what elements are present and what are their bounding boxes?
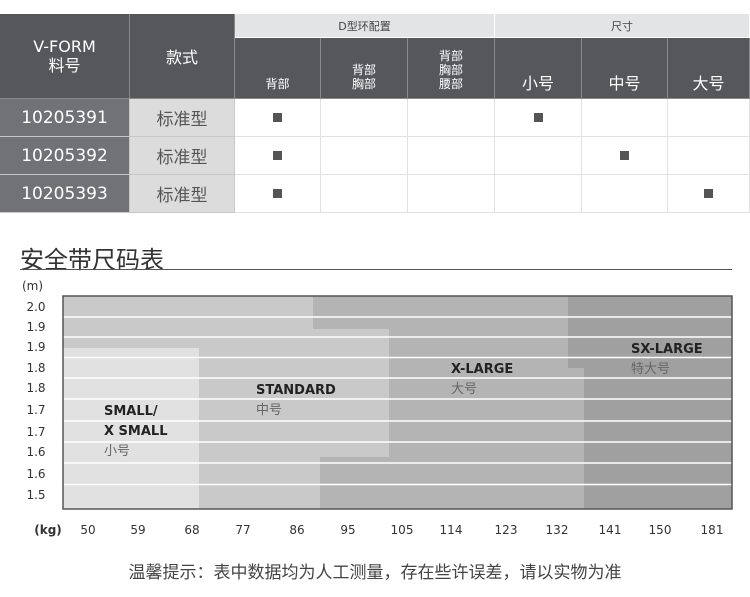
table-cell (668, 99, 750, 137)
x-tick-label: 50 (80, 523, 96, 537)
part-number: 10205391 (0, 99, 130, 137)
table-cell (408, 99, 495, 137)
header-size-1: 中号 (582, 38, 668, 99)
table-cell (668, 137, 750, 175)
header-d-ring-2: 背部 胸部 腰部 (408, 38, 495, 99)
y-tick-label: 1.9 (26, 320, 46, 334)
chart-frame (62, 295, 733, 510)
title-divider (20, 269, 732, 270)
y-tick-label: 1.7 (26, 403, 46, 417)
x-tick-label: 181 (700, 523, 724, 537)
label-small: SMALL/ X SMALL (104, 404, 168, 439)
header-d-ring-group: D型环配置 (235, 14, 495, 38)
y-tick-label: 1.8 (26, 381, 46, 395)
header-size-group: 尺寸 (495, 14, 750, 38)
check-square-icon (620, 151, 629, 160)
x-tick-label: 95 (340, 523, 356, 537)
check-square-icon (273, 113, 282, 122)
label-small-cn: 小号 (104, 444, 131, 459)
x-tick-label: 77 (235, 523, 251, 537)
table-cell (321, 175, 408, 213)
region-sx-large (568, 296, 732, 509)
label-x-large: X-LARGE (451, 362, 514, 377)
x-tick-label: 123 (494, 523, 518, 537)
table-cell (582, 175, 668, 213)
y-tick-label: 1.5 (26, 488, 46, 502)
x-tick-label: 68 (184, 523, 200, 537)
x-tick-label: 86 (289, 523, 305, 537)
check-square-icon (273, 151, 282, 160)
check-square-icon (704, 189, 713, 198)
style: 标准型 (130, 137, 235, 175)
x-tick-label: 59 (130, 523, 146, 537)
header-d-ring-0: 背部 (235, 38, 321, 99)
footer-note: 温馨提示：表中数据均为人工测量，存在些许误差，请以实物为准 (128, 563, 622, 583)
table-cell (408, 175, 495, 213)
table-cell (495, 175, 582, 213)
table-cell (235, 137, 321, 175)
region-small (63, 348, 199, 509)
x-tick-label: 105 (390, 523, 414, 537)
label-standard: STANDARD (256, 383, 336, 398)
y-tick-label: 1.6 (26, 467, 46, 481)
table-cell (495, 137, 582, 175)
y-tick-label: 1.9 (26, 340, 46, 354)
region-x-large (313, 296, 584, 509)
table-cell (235, 175, 321, 213)
x-tick-label: 141 (598, 523, 622, 537)
label-standard-cn: 中号 (256, 403, 283, 418)
table-cell (408, 137, 495, 175)
style: 标准型 (130, 99, 235, 137)
table-cell (321, 99, 408, 137)
y-axis-label: (m) (22, 279, 44, 293)
x-axis-label: (kg) (34, 523, 62, 537)
table-cell (235, 99, 321, 137)
table-cell (321, 137, 408, 175)
style: 标准型 (130, 175, 235, 213)
x-tick-label: 132 (545, 523, 569, 537)
header-style: 款式 (130, 14, 235, 99)
x-tick-label: 150 (648, 523, 672, 537)
part-number: 10205392 (0, 137, 130, 175)
part-number: 10205393 (0, 175, 130, 213)
header-part-no: V-FORM 料号 (0, 14, 130, 99)
region-standard (63, 296, 389, 509)
table-cell (582, 99, 668, 137)
table-cell (582, 137, 668, 175)
check-square-icon (273, 189, 282, 198)
y-tick-label: 1.6 (26, 445, 46, 459)
header-size-0: 小号 (495, 38, 582, 99)
check-square-icon (533, 113, 543, 122)
y-tick-label: 2.0 (26, 300, 46, 314)
y-tick-label: 1.8 (26, 361, 46, 375)
y-tick-label: 1.7 (26, 425, 46, 439)
label-x-large-cn: 大号 (451, 382, 478, 397)
table-cell (668, 175, 750, 213)
label-sx-large: SX-LARGE (631, 342, 703, 357)
header-d-ring-1: 背部 胸部 (321, 38, 408, 99)
header-size-2: 大号 (668, 38, 750, 99)
label-sx-large-cn: 特大号 (631, 362, 671, 377)
x-tick-label: 114 (439, 523, 463, 537)
table-cell (495, 99, 582, 137)
